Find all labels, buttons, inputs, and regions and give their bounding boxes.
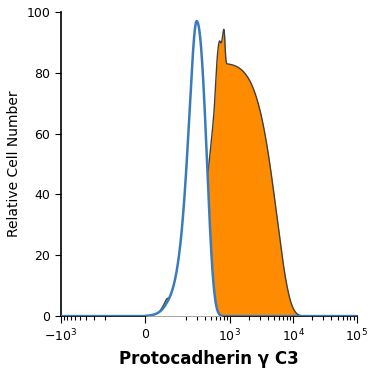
X-axis label: Protocadherin γ C3: Protocadherin γ C3 — [119, 350, 298, 368]
Y-axis label: Relative Cell Number: Relative Cell Number — [7, 91, 21, 237]
